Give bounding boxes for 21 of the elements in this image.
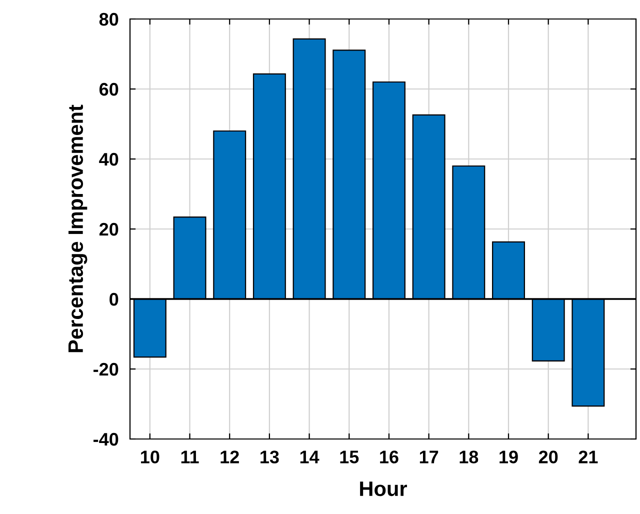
- x-tick-label: 16: [380, 450, 398, 464]
- x-tick-label: 19: [500, 450, 518, 464]
- y-tick-label: 0: [110, 292, 118, 306]
- y-tick-label: 40: [99, 152, 118, 166]
- x-tick-label: 15: [340, 450, 359, 464]
- y-tick-label: 20: [99, 222, 118, 236]
- y-tick-label: -40: [94, 432, 118, 446]
- x-tick-label: 21: [578, 450, 598, 464]
- x-tick-label: 11: [181, 450, 199, 464]
- x-tick-label: 13: [260, 450, 279, 464]
- y-tick-label: -20: [94, 362, 118, 376]
- x-tick-label: 18: [460, 450, 478, 464]
- y-axis-title: Percentage Improvement: [68, 104, 88, 352]
- y-tick-label: 60: [99, 82, 118, 96]
- x-tick-label: 14: [300, 450, 320, 464]
- x-axis-title: Hour: [360, 482, 407, 496]
- x-tick-label: 20: [538, 450, 558, 464]
- x-tick-label: 10: [141, 450, 160, 464]
- x-tick-label: 17: [420, 450, 438, 464]
- x-tick-label: 12: [220, 450, 239, 464]
- y-tick-label: 80: [99, 12, 118, 26]
